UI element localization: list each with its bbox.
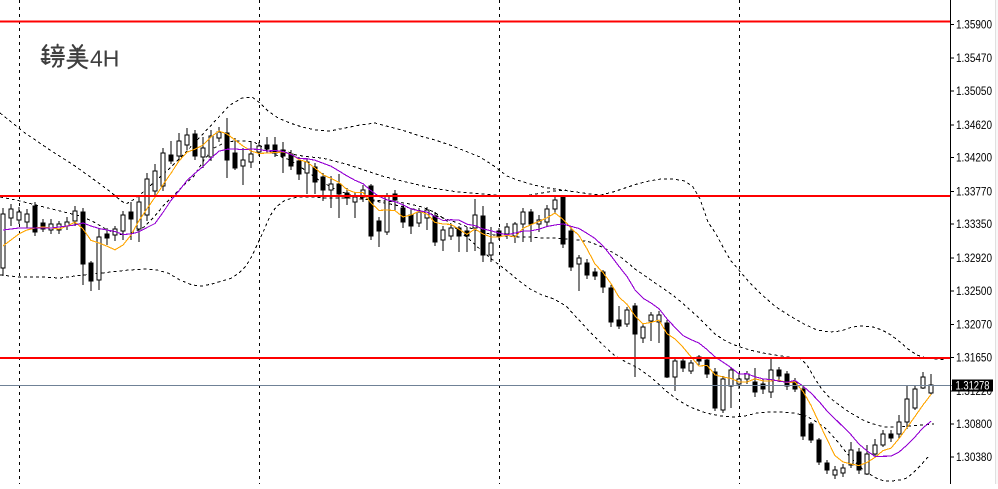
svg-text:1.32920: 1.32920 (956, 253, 992, 265)
svg-text:1.35050: 1.35050 (956, 86, 992, 98)
svg-text:1.30380: 1.30380 (956, 452, 992, 464)
svg-text:1.33350: 1.33350 (956, 219, 992, 231)
svg-text:1.35470: 1.35470 (956, 53, 992, 65)
svg-text:1.32070: 1.32070 (956, 320, 992, 332)
svg-text:1.32500: 1.32500 (956, 286, 992, 298)
svg-text:1.33770: 1.33770 (956, 186, 992, 198)
svg-text:1.35900: 1.35900 (956, 20, 992, 32)
svg-text:1.34620: 1.34620 (956, 120, 992, 132)
svg-text:4H: 4H (90, 46, 119, 72)
svg-text:1.30800: 1.30800 (956, 419, 992, 431)
svg-text:1.31278: 1.31278 (956, 381, 990, 393)
svg-text:1.31650: 1.31650 (956, 352, 992, 364)
svg-text:1.34200: 1.34200 (956, 153, 992, 165)
